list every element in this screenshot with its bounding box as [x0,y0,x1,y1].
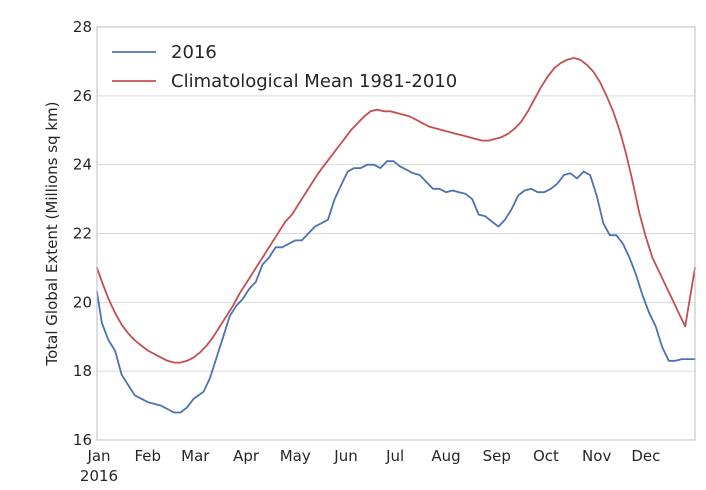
y-tick-label: 20 [73,293,92,311]
x-tick-label: Dec [631,447,660,465]
legend: 2016 Climatological Mean 1981-2010 [112,42,457,92]
x-tick-label: Feb [135,447,162,465]
x-tick-label: Jun [333,447,357,465]
legend-label: Climatological Mean 1981-2010 [171,71,457,92]
x-tick-label: Mar [181,447,210,465]
x-tick-label: May [280,447,311,465]
x-tick-label: Sep [483,447,511,465]
y-axis-label: Total Global Extent (Millions sq km) [43,101,61,366]
legend-label: 2016 [171,42,217,63]
y-tick-labels: 16 18 20 22 24 26 28 [73,18,92,449]
x-tick-label: Apr [233,447,260,465]
y-tick-label: 26 [73,87,92,105]
y-tick-label: 28 [73,18,92,36]
x-tick-label: Aug [431,447,460,465]
series-line-2016 [96,160,696,414]
y-tick-label: 22 [73,225,92,243]
y-tick-label: 18 [73,362,92,380]
x-tick-label: Jul [385,447,404,465]
x-tick-label: Jan [86,447,110,465]
series-lines [96,57,696,414]
y-tick-label: 16 [73,431,92,449]
plot-frame [96,26,696,441]
x-tick-sublabel: 2016 [80,467,118,485]
x-tick-label: Nov [582,447,611,465]
x-tick-labels: Jan 2016 Feb Mar Apr May Jun Jul Aug Sep Oct Nov Dec [80,447,660,485]
x-tick-label: Oct [533,447,559,465]
series-line-climatological-mean [96,57,696,364]
y-tick-label: 24 [73,156,92,174]
